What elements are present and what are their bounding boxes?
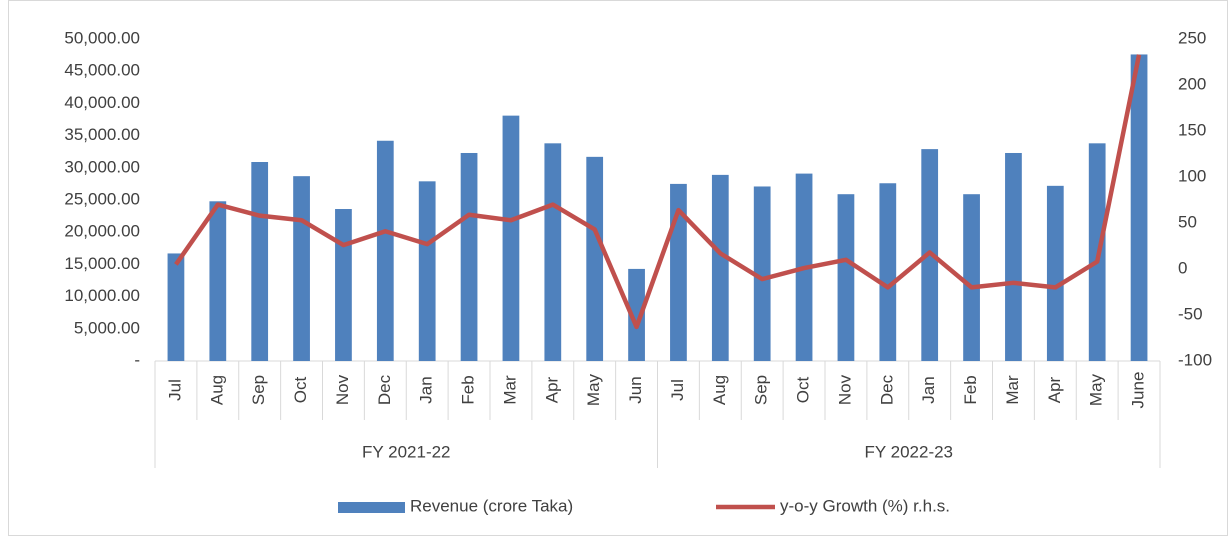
y-tick-label: 30,000.00 — [64, 157, 140, 176]
legend-label: Revenue (crore Taka) — [410, 496, 573, 515]
x-tick-label: June — [1129, 372, 1148, 409]
x-tick-label: Dec — [375, 374, 394, 405]
x-tick-label: May — [584, 373, 603, 406]
bar — [335, 209, 352, 361]
bar — [1005, 152, 1022, 361]
y2-tick-label: -50 — [1178, 304, 1203, 323]
y-tick-label: 35,000.00 — [64, 125, 140, 144]
chart-frame — [8, 0, 1228, 536]
y2-tick-label: -100 — [1178, 350, 1212, 369]
x-tick-label: Nov — [835, 374, 854, 405]
x-tick-label: Jul — [668, 379, 687, 401]
y-tick-label: 15,000.00 — [64, 254, 140, 273]
bar — [963, 194, 980, 361]
bar — [251, 162, 269, 361]
x-tick-label: Jan — [919, 376, 938, 403]
legend-label: y-o-y Growth (%) r.h.s. — [780, 496, 950, 515]
x-tick-label: Apr — [542, 376, 561, 403]
bar — [879, 183, 897, 361]
x-tick-label: Aug — [207, 375, 226, 405]
bar — [502, 115, 520, 361]
y2-tick-label: 100 — [1178, 166, 1206, 185]
x-tick-label: Oct — [291, 377, 310, 404]
bar — [418, 181, 436, 361]
x-tick-label: Jan — [417, 376, 436, 403]
bar — [167, 253, 185, 361]
line — [174, 54, 1142, 330]
bar — [293, 176, 310, 361]
bar — [1130, 54, 1148, 362]
bar — [209, 201, 227, 361]
group-label: FY 2021-22 — [362, 442, 451, 461]
x-tick-label: May — [1087, 373, 1106, 406]
bar — [586, 156, 604, 361]
x-tick-label: Aug — [710, 375, 729, 405]
x-tick-label: Apr — [1045, 376, 1064, 403]
x-tick-label: Oct — [794, 377, 813, 404]
y2-tick-label: 0 — [1178, 258, 1187, 277]
x-tick-label: Sep — [249, 375, 268, 405]
x-tick-label: Mar — [500, 375, 519, 405]
y2-tick-label: 250 — [1178, 28, 1206, 47]
y2-tick-label: 150 — [1178, 120, 1206, 139]
legend-swatch — [338, 502, 405, 513]
y-tick-label: 20,000.00 — [64, 222, 140, 241]
y-tick-label: - — [134, 350, 140, 369]
bar — [376, 140, 394, 361]
y-tick-label: 10,000.00 — [64, 286, 140, 305]
x-tick-label: Nov — [333, 374, 352, 405]
x-tick-label: Feb — [459, 375, 478, 404]
bar — [837, 194, 855, 361]
bar — [1046, 185, 1064, 361]
y2-tick-label: 50 — [1178, 212, 1197, 231]
x-tick-label: Mar — [1003, 375, 1022, 405]
x-tick-label: Jun — [626, 376, 645, 403]
y-tick-label: 40,000.00 — [64, 93, 140, 112]
y2-tick-label: 200 — [1178, 74, 1206, 93]
x-tick-label: Dec — [877, 374, 896, 405]
bar — [753, 186, 771, 361]
bar — [544, 143, 562, 361]
y-tick-label: 45,000.00 — [64, 61, 140, 80]
y-tick-label: 25,000.00 — [64, 189, 140, 208]
bar — [628, 268, 645, 361]
x-tick-label: Jul — [165, 379, 184, 401]
y-tick-label: 5,000.00 — [74, 318, 140, 337]
group-label: FY 2022-23 — [864, 442, 953, 461]
x-tick-label: Feb — [961, 375, 980, 404]
bar — [711, 174, 729, 361]
bar — [460, 152, 478, 361]
x-tick-label: Sep — [752, 375, 771, 405]
y-tick-label: 50,000.00 — [64, 28, 140, 47]
